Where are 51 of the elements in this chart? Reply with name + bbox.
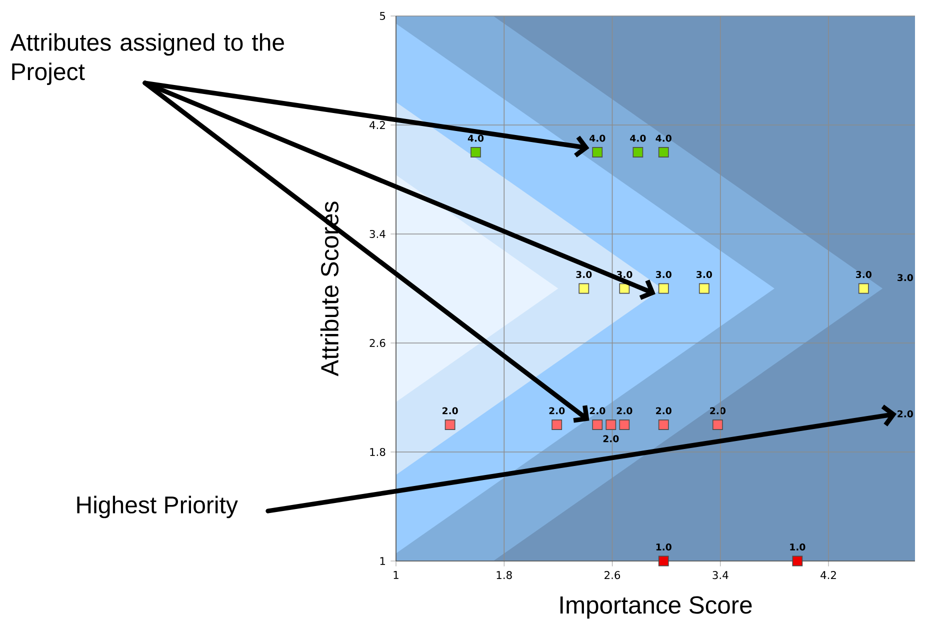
point: [658, 420, 669, 430]
point: [712, 420, 723, 430]
point: [658, 283, 669, 294]
point: [592, 420, 603, 430]
y-tick-label: 1.8: [370, 448, 386, 456]
point: [698, 283, 710, 294]
data-label: 1.0: [656, 543, 672, 551]
point: [858, 283, 869, 294]
data-label: 2.0: [590, 407, 606, 414]
x-tick-label: 2.6: [604, 571, 620, 580]
y-tick-label: 2.6: [370, 338, 386, 348]
point: [470, 147, 481, 158]
data-label: 4.0: [468, 134, 484, 142]
x-tick-label: 4.2: [820, 571, 836, 579]
point: [619, 420, 630, 430]
data-label: 3.0: [656, 270, 672, 278]
y-tick-label: 3.4: [370, 230, 386, 238]
y-tick-label: 5: [380, 12, 386, 20]
point: [658, 147, 669, 158]
data-label: 1.0: [790, 543, 806, 551]
data-label: 3.0: [856, 270, 872, 278]
data-label: 2.0: [603, 435, 619, 442]
x-axis-title: Importance Score: [560, 596, 752, 619]
data-label: 4.0: [630, 134, 646, 142]
point: [592, 147, 603, 158]
point: [606, 420, 616, 430]
data-label: 2.0: [549, 407, 565, 414]
point: [444, 420, 456, 430]
point: [658, 556, 669, 566]
text: Highest Priority: [77, 496, 238, 518]
point: [792, 556, 803, 566]
y-tick-label: 4.2: [370, 121, 385, 129]
point: [619, 283, 630, 294]
y-tick-label: 1: [380, 557, 385, 565]
data-label: 2.0: [616, 407, 632, 414]
data-label: 3.0: [576, 270, 592, 278]
data-label: 4.0: [656, 134, 672, 142]
x-tick-label: 3.4: [712, 571, 728, 580]
point: [578, 283, 590, 294]
data-label: 2.0: [656, 407, 672, 414]
x-tick-label: 1: [394, 571, 398, 579]
point: [552, 420, 562, 430]
annotation: 2.0: [898, 410, 913, 418]
text: Attributes assigned to the Project: [10, 33, 284, 85]
data-label: 3.0: [696, 270, 712, 278]
data-label: 4.0: [590, 134, 606, 142]
data-label: 2.0: [710, 407, 726, 414]
annotation: 3.0: [898, 274, 913, 282]
point: [632, 147, 644, 158]
x-tick-label: 1.8: [496, 571, 512, 580]
data-label: 2.0: [442, 407, 458, 414]
